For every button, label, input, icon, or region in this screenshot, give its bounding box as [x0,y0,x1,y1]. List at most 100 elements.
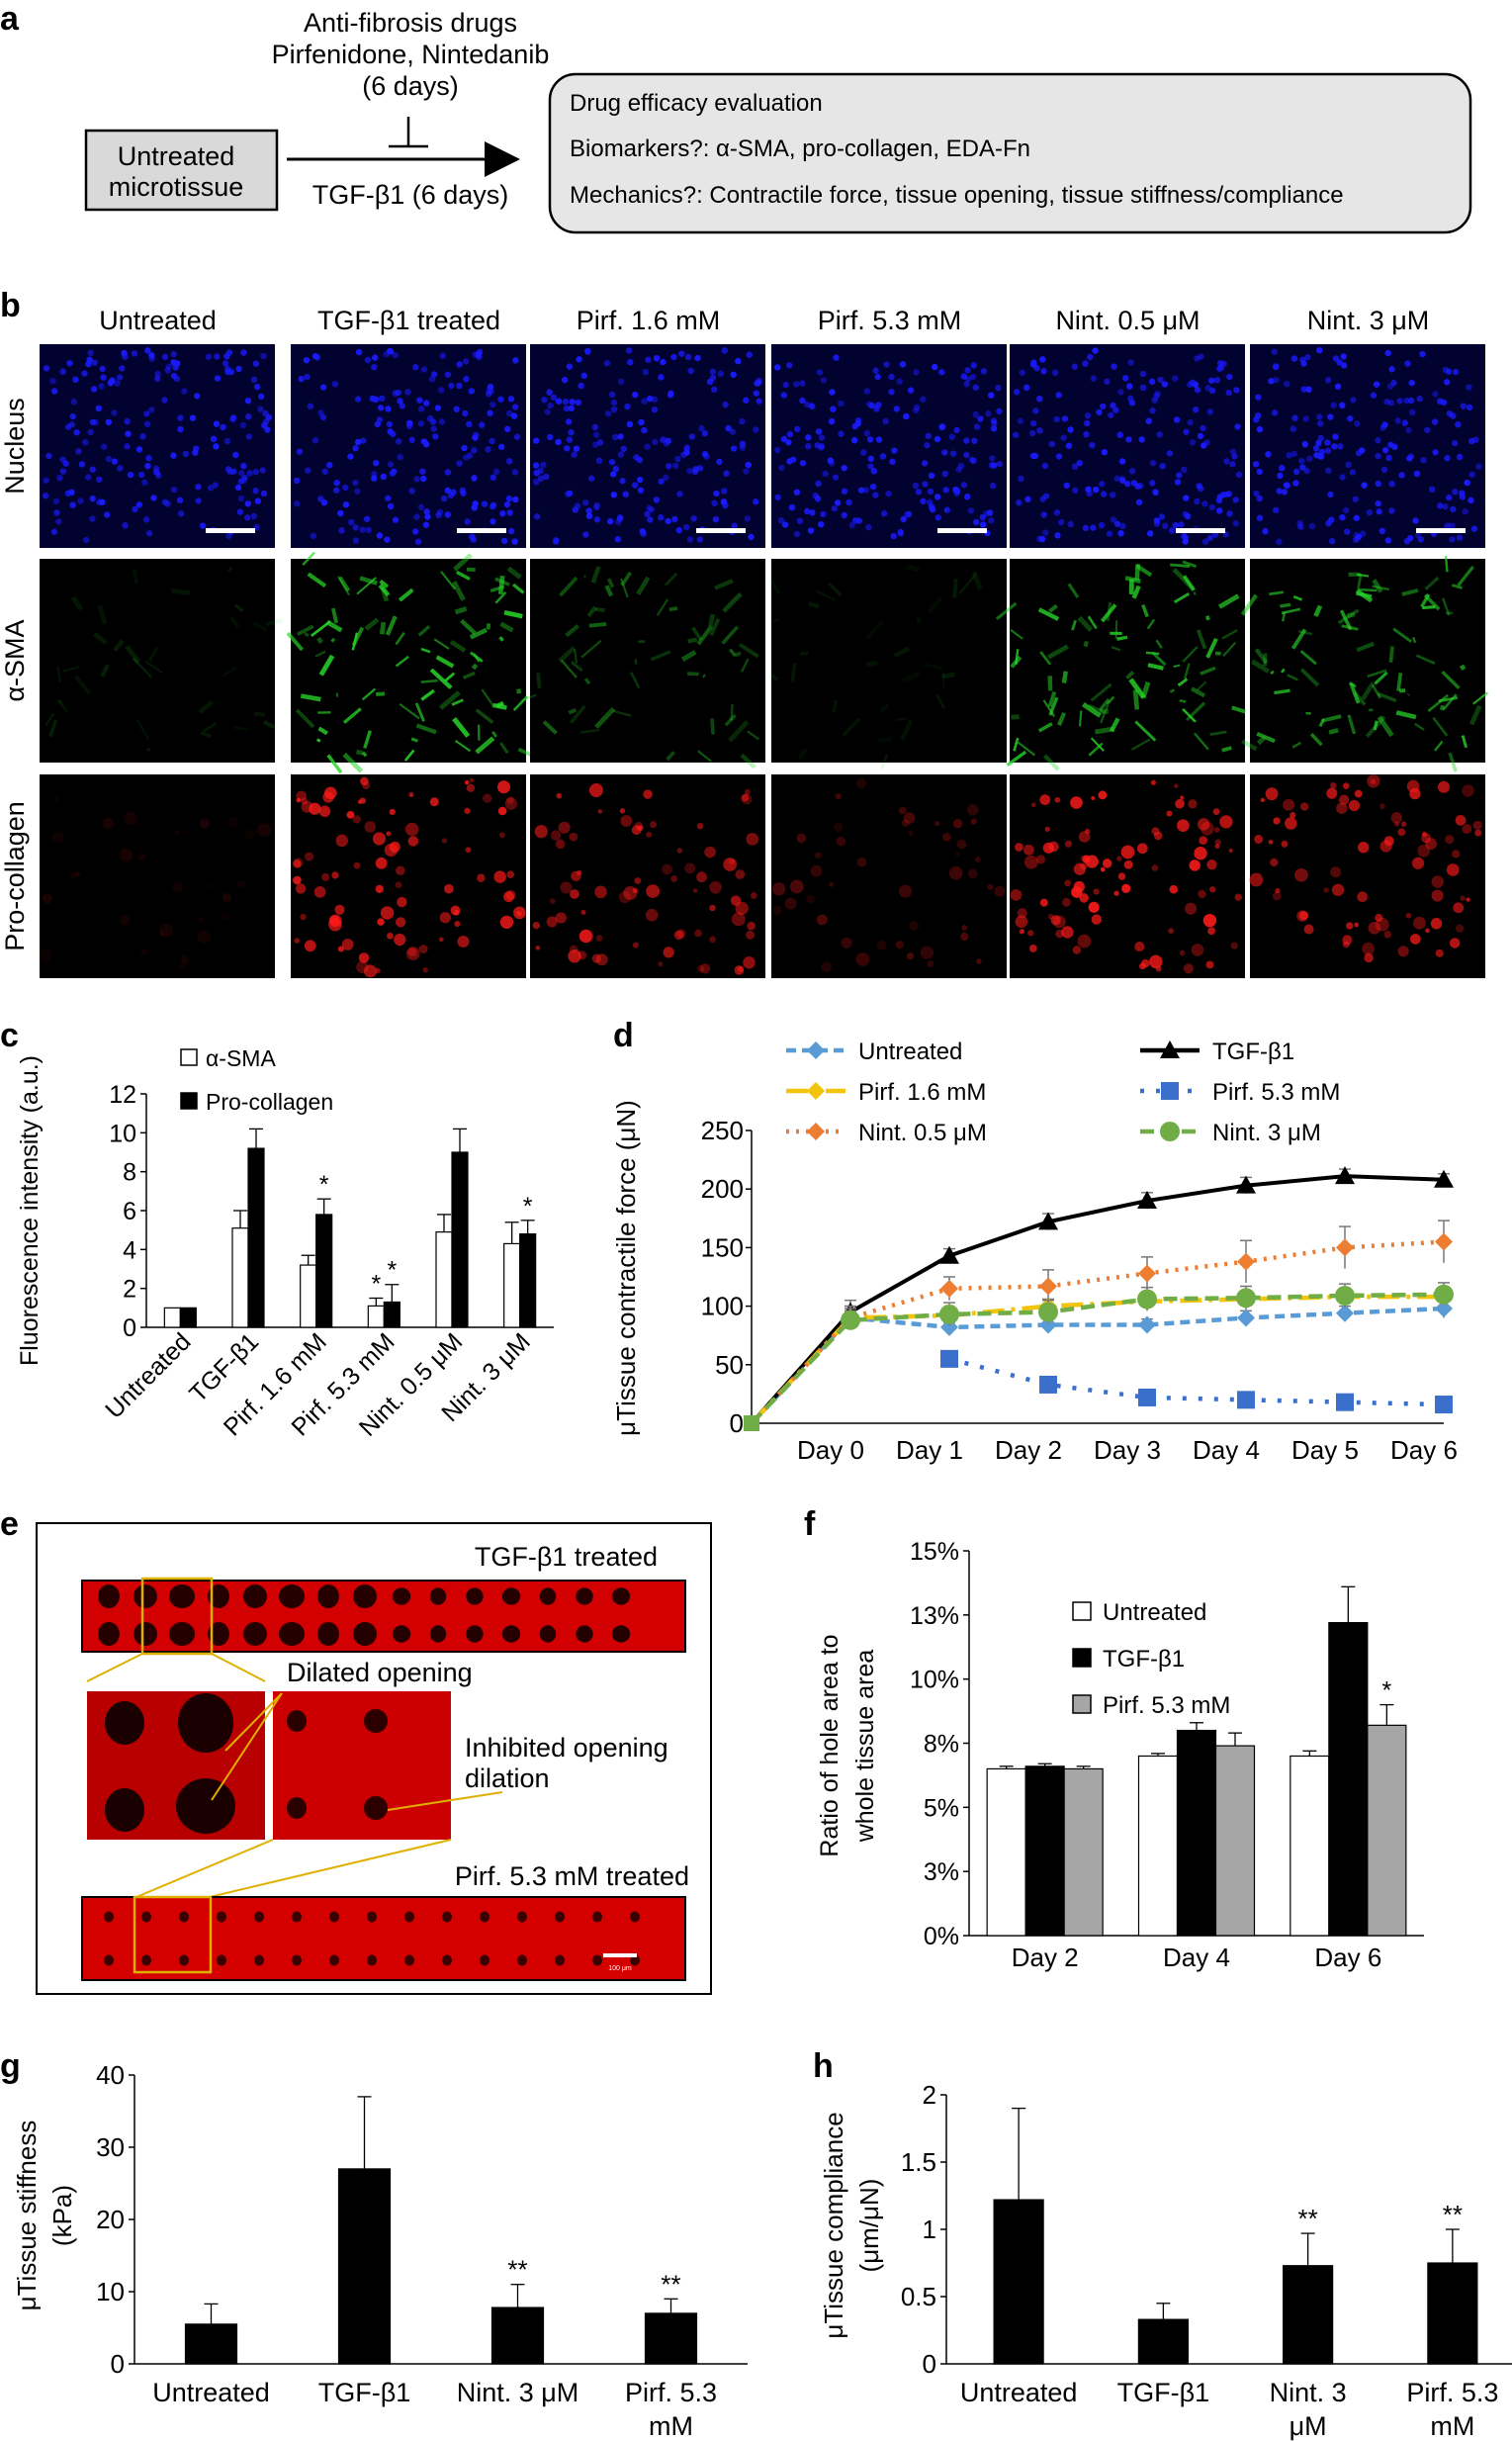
nucleus-dot [1187,418,1194,426]
tgf-treated-label: TGF-β1 treated [475,1542,658,1572]
collagen-signal [829,882,834,887]
nucleus-dot [1137,483,1144,490]
collagen-signal [352,815,361,824]
collagen-signal [221,912,230,922]
nucleus-dot [213,420,221,427]
nucleus-dot [1161,381,1169,388]
nucleus-dot [1106,530,1113,537]
nucleus-dot [709,374,717,382]
fiber-signal [583,678,591,685]
fiber-signal [1377,691,1397,703]
micrograph-tile [1250,344,1485,548]
nucleus-dot [1051,369,1059,377]
significance-marker: * [523,1193,533,1220]
fiber-signal [1205,637,1218,659]
bar [300,1264,317,1328]
fiber-signal [498,636,504,642]
nucleus-dot [1189,439,1197,446]
nucleus-dot [317,409,324,416]
fiber-signal [1280,668,1286,674]
panel-label-d: d [613,1017,634,1054]
nucleus-dot [872,367,879,374]
nucleus-dot [371,364,378,371]
nucleus-dot [369,395,377,403]
nucleus-dot [1252,461,1260,468]
fiber-signal [1177,678,1189,687]
collagen-signal [1272,891,1282,901]
nucleus-dot [1298,457,1305,465]
nucleus-dot [1452,489,1459,496]
nucleus-dot [1445,368,1453,375]
collagen-signal [1039,794,1051,805]
collagen-signal [1474,829,1482,837]
data-point [1237,1391,1255,1409]
micrograph-tile [40,559,275,763]
collagen-signal [358,952,370,963]
data-point [1236,1175,1256,1194]
nucleus-dot [1206,534,1214,542]
fiber-signal [222,666,237,678]
nucleus-dot [384,536,391,543]
collagen-signal [1342,782,1350,789]
nucleus-dot [1384,349,1391,357]
collagen-signal [941,832,951,842]
nucleus-dot [338,527,345,534]
collagen-signal [934,821,940,827]
fiber-signal [1083,640,1089,648]
nucleus-dot [1388,480,1395,488]
fiber-signal [1377,715,1394,738]
nucleus-dot [838,430,845,437]
nucleus-dot [1359,530,1367,537]
nucleus-dot [596,439,604,446]
collagen-signal [1230,942,1238,949]
nucleus-dot [1198,353,1204,360]
collagen-signal [555,839,566,850]
collagen-signal [236,880,246,889]
nucleus-dot [1317,453,1325,460]
nucleus-dot [220,423,226,431]
fiber-signal [74,675,92,695]
collagen-signal [1367,774,1380,788]
collagen-signal [1362,942,1376,955]
nucleus-dot [392,516,400,523]
inhibited-hole [364,1709,388,1733]
nucleus-dot [161,353,169,361]
bar [644,2312,698,2365]
collagen-signal [927,960,934,967]
fiber-signal [1241,739,1258,752]
nucleus-dot [223,437,231,445]
collagen-signal [580,909,586,916]
nucleus-dot [417,420,425,427]
collagen-signal [301,797,309,805]
fiber-signal [452,716,471,738]
fiber-signal [927,595,943,614]
fiber-signal [317,726,328,736]
significance-marker: ** [1298,2204,1318,2233]
nucleus-dot [1054,532,1061,539]
nucleus-dot [640,530,647,537]
nucleus-dot [921,460,929,467]
nucleus-dot [753,426,759,433]
nucleus-dot [1301,440,1308,448]
nucleus-dot [1277,472,1284,480]
fiber-signal [790,663,797,682]
fiber-signal [1395,710,1417,720]
nucleus-dot [608,391,616,399]
collagen-signal [631,825,642,836]
nucleus-dot [240,462,247,470]
nucleus-dot [793,530,801,538]
tissue-opening [555,1911,565,1923]
data-point [1138,1315,1156,1334]
legend-swatch [1072,1694,1092,1714]
tissue-opening [576,1625,593,1643]
nucleus-dot [1350,397,1357,404]
nucleus-dot [1271,348,1278,355]
fiber-signal [451,698,464,706]
drugs-line1: Anti-fibrosis drugs [304,8,517,38]
nucleus-dot [1408,379,1415,387]
fiber-signal [1401,588,1419,596]
nucleus-dot [70,399,77,406]
nucleus-dot [963,381,970,388]
pirf-tissue-openings [104,1911,640,1966]
nucleus-dot [311,437,319,444]
